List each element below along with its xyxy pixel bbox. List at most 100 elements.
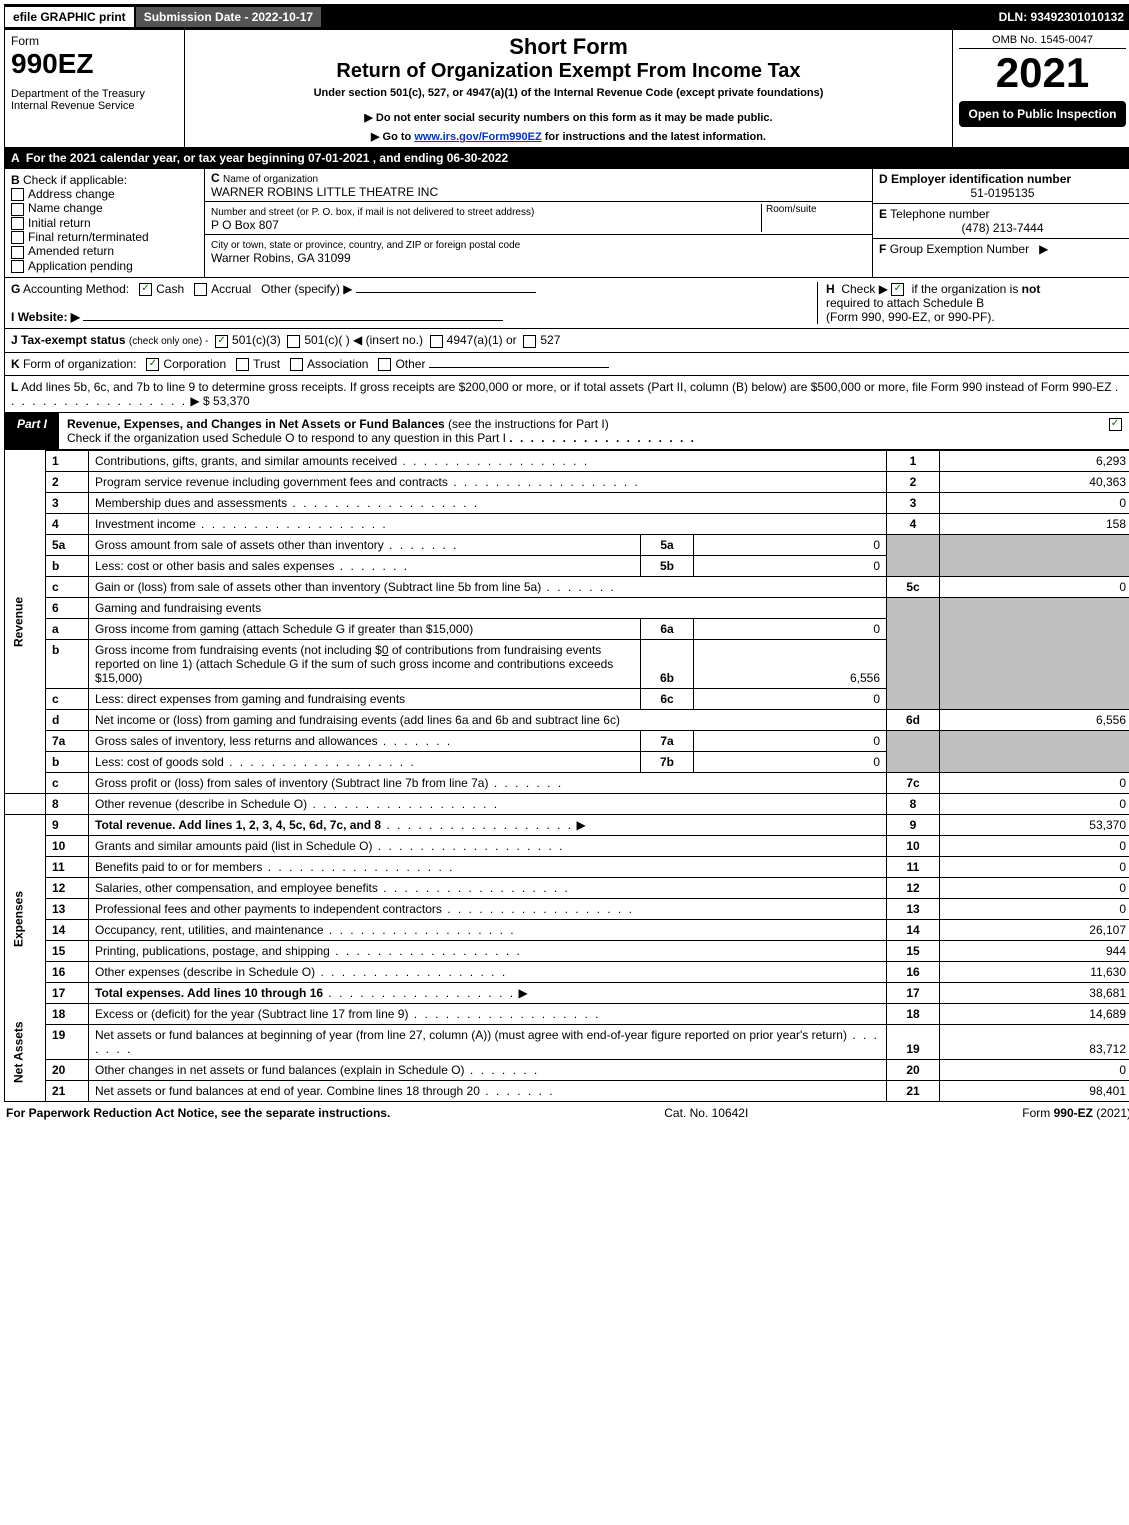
l21-rv: 98,401 [940, 1080, 1129, 1101]
l5a-bv: 0 [694, 534, 887, 555]
header-left: Form 990EZ Department of the Treasury In… [5, 30, 185, 147]
l1-num: 1 [46, 450, 89, 471]
footer-right-pre: Form [1022, 1106, 1053, 1120]
f-arrow-icon: ▶ [1039, 242, 1048, 256]
financial-table: Revenue 1 Contributions, gifts, grants, … [4, 450, 1129, 1102]
l9-rv: 53,370 [940, 814, 1129, 835]
checkbox-corporation[interactable] [146, 358, 159, 371]
l21-num: 21 [46, 1080, 89, 1101]
l20-num: 20 [46, 1059, 89, 1080]
l8-desc: Other revenue (describe in Schedule O) [95, 797, 307, 811]
col-c: C Name of organization WARNER ROBINS LIT… [205, 169, 872, 277]
l7a-bv: 0 [694, 730, 887, 751]
row-j: J Tax-exempt status (check only one) - 5… [4, 329, 1129, 352]
l5a-num: 5a [46, 534, 89, 555]
l7b-desc: Less: cost of goods sold [95, 755, 224, 769]
l20-rv: 0 [940, 1059, 1129, 1080]
checkbox-application-pending[interactable] [11, 260, 24, 273]
l10-rl: 10 [887, 835, 940, 856]
table-row: 17 Total expenses. Add lines 10 through … [5, 982, 1129, 1003]
dots-icon [196, 517, 388, 531]
top-bar: efile GRAPHIC print Submission Date - 20… [4, 4, 1129, 30]
submission-date-button[interactable]: Submission Date - 2022-10-17 [134, 5, 323, 29]
netassets-side-label: Net Assets [5, 1003, 46, 1101]
l3-num: 3 [46, 492, 89, 513]
h-text-post: if the organization is [912, 282, 1022, 296]
checkbox-address-change[interactable] [11, 188, 24, 201]
part1-title-wrap: Revenue, Expenses, and Changes in Net As… [59, 413, 1102, 449]
l6a-desc: Gross income from gaming (attach Schedul… [89, 618, 641, 639]
irs-link[interactable]: www.irs.gov/Form990EZ [414, 131, 541, 143]
checkbox-name-change[interactable] [11, 203, 24, 216]
instr2-suffix: for instructions and the latest informat… [542, 131, 766, 143]
l6c-bl: 6c [641, 688, 694, 709]
form-word: Form [11, 34, 178, 48]
l9-desc: Total revenue. Add lines 1, 2, 3, 4, 5c,… [95, 818, 381, 832]
l14-desc: Occupancy, rent, utilities, and maintena… [95, 923, 324, 937]
table-row: Net Assets 18 Excess or (deficit) for th… [5, 1003, 1129, 1024]
j-opt2: 501(c)( ) ◀ (insert no.) [304, 333, 423, 347]
j-opt4: 527 [540, 333, 560, 347]
checkbox-501c[interactable] [287, 335, 300, 348]
instr2-prefix: ▶ Go to [371, 131, 414, 143]
h-label: H [826, 282, 835, 296]
checkbox-accrual[interactable] [194, 283, 207, 296]
col-b: B Check if applicable: Address change Na… [5, 169, 205, 277]
dots-icon [465, 1063, 540, 1077]
l7b-bv: 0 [694, 751, 887, 772]
efile-print-button[interactable]: efile GRAPHIC print [5, 7, 134, 27]
checkbox-4947[interactable] [430, 335, 443, 348]
checkbox-h[interactable] [891, 283, 904, 296]
l5b-desc: Less: cost or other basis and sales expe… [95, 559, 334, 573]
footer-mid: Cat. No. 10642I [664, 1106, 748, 1120]
table-row: 8 Other revenue (describe in Schedule O)… [5, 793, 1129, 814]
k-label: K [11, 357, 20, 371]
dots-icon [224, 755, 416, 769]
l8-rv: 0 [940, 793, 1129, 814]
checkbox-initial-return[interactable] [11, 217, 24, 230]
opt-final-return: Final return/terminated [28, 230, 149, 244]
l6a-bl: 6a [641, 618, 694, 639]
l3-desc: Membership dues and assessments [95, 496, 287, 510]
checkbox-amended-return[interactable] [11, 246, 24, 259]
checkbox-association[interactable] [290, 358, 303, 371]
table-row: 21 Net assets or fund balances at end of… [5, 1080, 1129, 1101]
j-label: J [11, 333, 18, 347]
spacer [323, 14, 990, 20]
l9-rl: 9 [887, 814, 940, 835]
open-to-public-box: Open to Public Inspection [959, 101, 1126, 127]
l12-num: 12 [46, 877, 89, 898]
l18-rl: 18 [887, 1003, 940, 1024]
checkbox-part1-schedule-o[interactable] [1109, 418, 1122, 431]
org-name: WARNER ROBINS LITTLE THEATRE INC [211, 185, 438, 199]
instruction-2: ▶ Go to www.irs.gov/Form990EZ for instru… [191, 130, 946, 143]
tax-year: 2021 [959, 49, 1126, 97]
l16-rv: 11,630 [940, 961, 1129, 982]
part1-dots [509, 431, 696, 445]
d-label: D [879, 172, 888, 186]
l4-rv: 158 [940, 513, 1129, 534]
c-label: C [211, 171, 220, 185]
checkbox-trust[interactable] [236, 358, 249, 371]
table-row: 4 Investment income 4 158 [5, 513, 1129, 534]
checkbox-final-return[interactable] [11, 231, 24, 244]
checkbox-527[interactable] [523, 335, 536, 348]
dots-icon [397, 454, 589, 468]
l-amount: $ 53,370 [203, 394, 250, 408]
b-subhead: Check if applicable: [23, 173, 127, 187]
checkbox-other-org[interactable] [378, 358, 391, 371]
table-row: Expenses 10 Grants and similar amounts p… [5, 835, 1129, 856]
checkbox-501c3[interactable] [215, 335, 228, 348]
l11-desc: Benefits paid to or for members [95, 860, 262, 874]
f-label: F [879, 242, 886, 256]
form-number: 990EZ [11, 48, 178, 80]
l12-rv: 0 [940, 877, 1129, 898]
l13-rv: 0 [940, 898, 1129, 919]
e-label: E [879, 207, 887, 221]
row-a: A For the 2021 calendar year, or tax yea… [4, 148, 1129, 169]
l6b-bl: 6b [641, 639, 694, 688]
table-row: 9 Total revenue. Add lines 1, 2, 3, 4, 5… [5, 814, 1129, 835]
l19-rv: 83,712 [940, 1024, 1129, 1059]
checkbox-cash[interactable] [139, 283, 152, 296]
l7c-rv: 0 [940, 772, 1129, 793]
